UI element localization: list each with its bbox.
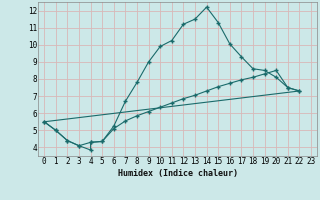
X-axis label: Humidex (Indice chaleur): Humidex (Indice chaleur): [118, 169, 238, 178]
